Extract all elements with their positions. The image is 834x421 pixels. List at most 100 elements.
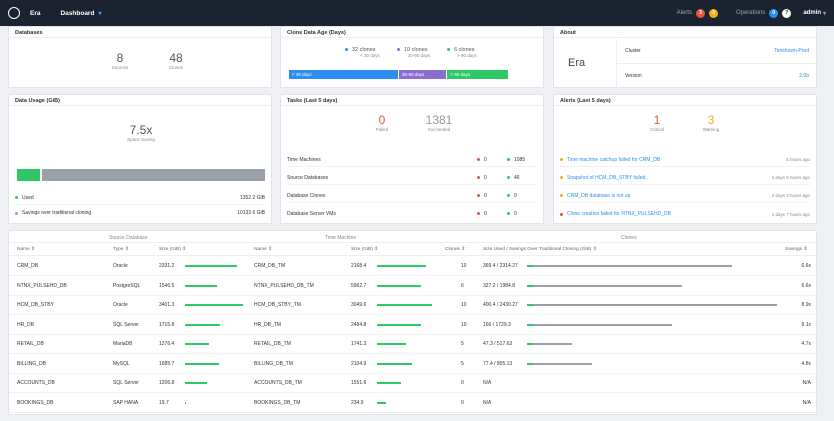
- database-name-link: ACCOUNTS_DB: [17, 380, 55, 386]
- era-logo: Era: [568, 57, 586, 69]
- alerts-card: Alerts (Last 5 days) 1 Critical 3 Warnin…: [553, 94, 817, 224]
- warning-stat[interactable]: 3 Warning: [694, 113, 728, 132]
- data-usage-bar[interactable]: [17, 169, 265, 181]
- alert-time: 5 hours ago: [786, 157, 810, 162]
- database-type: Oracle: [113, 263, 128, 269]
- alert-time: 2 days 3 hours ago: [771, 193, 810, 198]
- table-row[interactable]: BOOKINGS_DB SAP HANA 19.7 BOOKINGS_DB_TM 234…: [9, 394, 818, 413]
- clone-age-count: 32 clones: [352, 47, 376, 53]
- card-title: Databases: [9, 27, 271, 38]
- bullet-icon: [507, 157, 510, 161]
- database-table: Source Database Time Machine Clones Name…: [8, 230, 818, 415]
- time-machine-name: HR_DB_TM: [254, 321, 281, 328]
- database-type: SQL Server: [113, 380, 139, 386]
- size-used-savings: 47.3 / 517.63: [483, 341, 513, 347]
- column-header-savings[interactable]: Savings ⇕: [785, 247, 808, 252]
- clones-stat[interactable]: 48 Clones: [161, 51, 191, 70]
- column-header-size[interactable]: Size (GiB) ⇕: [159, 247, 187, 252]
- clone-age-bar[interactable]: < 30 days 30-90 days > 90 days: [289, 70, 509, 79]
- alerts-label[interactable]: Alerts: [676, 10, 692, 16]
- clone-count: 10: [461, 263, 467, 269]
- clone-age-segment[interactable]: 30-90 days: [399, 70, 448, 79]
- alerts-warning-badge[interactable]: 3: [708, 8, 718, 18]
- savings-bar: [527, 284, 682, 287]
- sources-stat[interactable]: 8 Sources: [105, 51, 135, 70]
- database-name-link: BOOKINGS_DB: [17, 399, 54, 406]
- database-name-link: BILLING_DB: [17, 360, 46, 367]
- alert-link[interactable]: CRM_DB database is not up: [567, 192, 631, 199]
- column-header-type[interactable]: Type ⇕: [113, 247, 129, 252]
- column-header-size-used-savings[interactable]: Size Used / Savings Over Traditional Clo…: [483, 247, 597, 252]
- warning-dot-icon: [560, 158, 563, 161]
- alert-link[interactable]: Time machine catchup failed for CRM_DB: [567, 156, 661, 163]
- time-machine-size-bar: [377, 401, 386, 404]
- used-bar: [527, 265, 533, 267]
- database-size-bar: [185, 382, 208, 384]
- column-header-clones[interactable]: Clones ⇕: [445, 247, 466, 252]
- task-succeeded-count: 0: [514, 211, 517, 217]
- bullet-icon: [447, 48, 450, 51]
- alert-item[interactable]: Clone creation failed for NTNX_PULSEHD_D…: [560, 207, 810, 221]
- task-row[interactable]: Time Machines 0 1085: [287, 153, 537, 167]
- group-clones: Clones: [621, 235, 637, 241]
- operations-badge[interactable]: 0: [769, 8, 779, 18]
- succeeded-stat[interactable]: 1381 Succeeded: [419, 113, 459, 132]
- savings-ratio: 4.7x: [801, 341, 811, 347]
- chevron-down-icon: ▾: [822, 10, 826, 17]
- savings-ratio: 6.6x: [801, 263, 811, 269]
- table-row[interactable]: HR_DB SQL Server 1715.8 HR_DB_TM 2484.8 10 166…: [9, 316, 818, 335]
- bullet-icon: [507, 212, 510, 215]
- alert-item[interactable]: Time machine catchup failed for CRM_DB 5…: [560, 153, 810, 167]
- critical-stat[interactable]: 1 Critical: [642, 113, 672, 132]
- version-value-link[interactable]: 2.0b: [799, 73, 809, 79]
- table-row[interactable]: NTNX_PULSEHD_DB PostgreSQL 1546.5 NTNX_PULS…: [9, 277, 818, 296]
- dashboard-dropdown[interactable]: Dashboard ▾: [60, 10, 101, 17]
- clone-age-segment[interactable]: > 90 days: [447, 70, 509, 79]
- user-menu[interactable]: admin ▾: [803, 10, 826, 17]
- operations-label[interactable]: Operations: [735, 10, 766, 16]
- alert-item[interactable]: Snapshot of HCM_DB_STBY failed. 1 days 5…: [560, 171, 810, 185]
- task-succeeded-count: 1085: [514, 156, 526, 163]
- used-segment: [17, 169, 42, 181]
- table-row[interactable]: ACCOUNTS_DB SQL Server 1206.8 ACCOUNTS_DB_T…: [9, 374, 818, 393]
- table-row[interactable]: CRM_DB Oracle 2331.2 CRM_DB_TM 2168.4 10 369.4…: [9, 257, 818, 276]
- critical-value: 1: [653, 113, 661, 127]
- used-value: 1352.2 GiB: [239, 194, 265, 201]
- database-name-link: NTNX_PULSEHD_DB: [17, 282, 67, 289]
- task-row[interactable]: Database Server VMs 0 0: [287, 207, 537, 221]
- table-row[interactable]: RETAIL_DB MariaDB 1276.4 RETAIL_DB_TM 1741.3…: [9, 335, 818, 354]
- savings-value: 10133.6 GiB: [237, 210, 265, 216]
- column-header-name[interactable]: Name ⇕: [17, 247, 36, 252]
- failed-stat[interactable]: 0 Failed: [367, 113, 397, 132]
- database-name-link: HR_DB: [17, 321, 34, 328]
- table-row[interactable]: BILLING_DB MySQL 1685.7 BILLING_DB_TM 2104.9…: [9, 355, 818, 374]
- version-label: Version: [625, 73, 642, 79]
- clone-count: 5: [461, 360, 464, 367]
- help-icon[interactable]: ?: [782, 8, 792, 18]
- table-row[interactable]: HCM_DB_STBY Oracle 3401.3 HCM_DB_STBY_TM 304…: [9, 296, 818, 315]
- clone-age-item: 32 clones < 30 days: [345, 47, 395, 58]
- column-header-tm-name[interactable]: Name ⇕: [254, 247, 273, 252]
- group-source-database: Source Database: [109, 235, 148, 241]
- time-machine-size: 5962.7: [351, 282, 367, 289]
- size-used-savings: N/A: [483, 399, 492, 406]
- alert-link[interactable]: Clone creation failed for NTNX_PULSEHD_D…: [567, 211, 671, 217]
- alert-item[interactable]: CRM_DB database is not up 2 days 3 hours…: [560, 189, 810, 203]
- clone-age-segment[interactable]: < 30 days: [289, 70, 399, 79]
- alert-link[interactable]: Snapshot of HCM_DB_STBY failed.: [567, 174, 647, 181]
- used-bar: [527, 323, 533, 326]
- column-header-tm-size[interactable]: Size (GiB) ⇕: [351, 247, 379, 252]
- task-row[interactable]: Source Databases 0 46: [287, 171, 537, 185]
- savings-ratio: N/A: [802, 399, 811, 406]
- savings-ratio: N/A: [802, 380, 811, 386]
- cluster-value-link[interactable]: Tenshown-Prod: [774, 48, 809, 54]
- time-machine-size: 234.9: [351, 399, 364, 406]
- clone-count: 0: [461, 380, 464, 386]
- savings-row: Savings over traditional cloning 10133.6…: [15, 206, 265, 220]
- database-type: PostgreSQL: [113, 282, 141, 289]
- warning-dot-icon: [560, 194, 563, 197]
- database-size: 3401.3: [159, 302, 175, 308]
- task-row[interactable]: Database Clones 0 0: [287, 189, 537, 203]
- alerts-critical-badge[interactable]: 3: [695, 8, 705, 18]
- time-machine-size-bar: [377, 362, 412, 365]
